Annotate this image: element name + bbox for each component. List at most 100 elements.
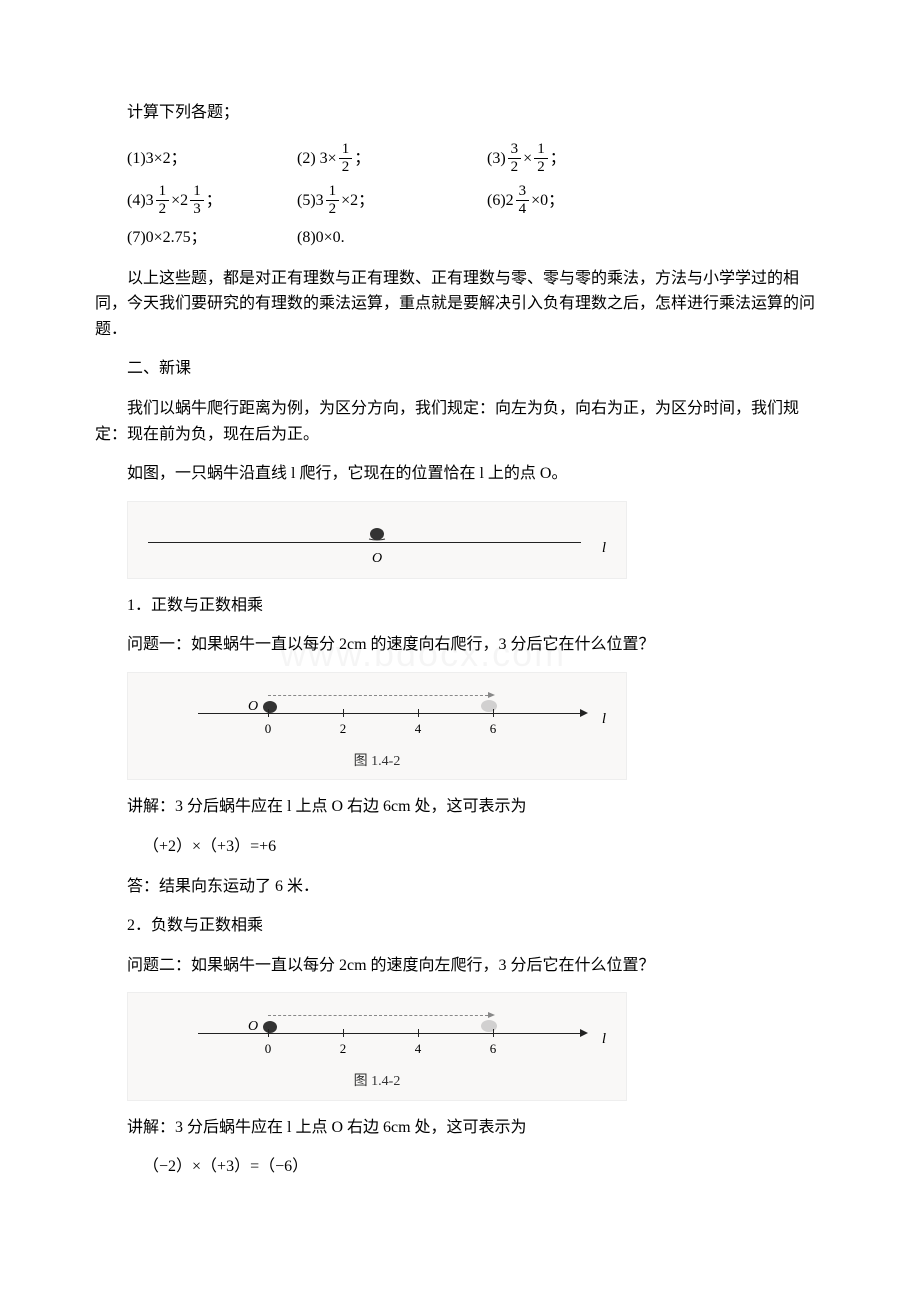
origin-o-label: O	[248, 696, 258, 718]
snail-icon	[367, 524, 387, 539]
para-figure-intro: 如图，一只蜗牛沿直线 l 爬行，它现在的位置恰在 l 上的点 O。	[95, 461, 825, 487]
problem-1-text: (1)3×2；	[127, 146, 187, 172]
axis-arrow-icon	[580, 1029, 588, 1037]
question-1: 问题一：如果蜗牛一直以每分 2cm 的速度向右爬行，3 分后它在什么位置？	[95, 632, 825, 658]
frac-den: 2	[339, 159, 353, 175]
explain-2: 讲解：3 分后蜗牛应在 l 上点 O 右边 6cm 处，这可表示为	[95, 1115, 825, 1141]
tick-label-4: 4	[415, 1039, 422, 1060]
frac-num: 3	[516, 184, 530, 201]
tick-label-6: 6	[490, 1039, 497, 1060]
frac-den: 2	[156, 201, 170, 217]
semicolon: ；	[550, 146, 566, 172]
problem-6-suffix: ×0；	[531, 188, 564, 214]
motion-dash	[268, 695, 488, 696]
figure-1: O l	[127, 501, 627, 579]
tick	[493, 709, 494, 717]
problem-4: (4)3 1 2 ×2 1 3 ；	[127, 184, 297, 217]
problem-row-3: (7)0×2.75； (8)0×0.	[95, 224, 825, 252]
problem-3: (3) 3 2 × 1 2 ；	[487, 142, 637, 175]
tick-label-2: 2	[340, 719, 347, 740]
frac-den: 2	[326, 201, 340, 217]
equation-2: （−2）×（+3）=（−6）	[95, 1154, 825, 1180]
frac-num: 1	[534, 142, 548, 159]
problem-3-frac2: 1 2	[534, 142, 548, 175]
snail-ghost-icon	[478, 1016, 500, 1032]
problem-2: (2) 3× 1 2 ；	[297, 142, 487, 175]
explain-1: 讲解：3 分后蜗牛应在 l 上点 O 右边 6cm 处，这可表示为	[95, 794, 825, 820]
problem-6-frac: 3 4	[516, 184, 530, 217]
problem-7-text: (7)0×2.75；	[127, 225, 207, 251]
problem-row-2: (4)3 1 2 ×2 1 3 ； (5)3 1 2 ×2； (6)2 3	[95, 182, 825, 220]
problem-6-prefix: (6)2	[487, 188, 514, 214]
para-snail-intro: 我们以蜗牛爬行距离为例，为区分方向，我们规定：向左为负，向右为正，为区分时间，我…	[95, 396, 825, 447]
snail-icon	[260, 697, 280, 712]
para-explanation: 以上这些题，都是对正有理数与正有理数、正有理数与零、零与零的乘法，方法与小学学过…	[95, 266, 825, 343]
tick	[418, 709, 419, 717]
frac-num: 1	[339, 142, 353, 159]
tick-label-2: 2	[340, 1039, 347, 1060]
figure-2: l O 0 2 4 6 图 1.4-2	[127, 672, 627, 780]
snail-icon	[260, 1017, 280, 1032]
problem-8-text: (8)0×0.	[297, 225, 345, 251]
frac-den: 2	[534, 159, 548, 175]
tick	[493, 1029, 494, 1037]
document-content: www.bdocx.com 计算下列各题； (1)3×2； (2) 3× 1 2…	[95, 100, 825, 1180]
frac-den: 3	[190, 201, 204, 217]
problem-7: (7)0×2.75；	[127, 225, 297, 251]
tick-label-0: 0	[265, 1039, 272, 1060]
tick	[343, 1029, 344, 1037]
figure-caption: 图 1.4-2	[148, 751, 606, 773]
heading-negative-positive: 2．负数与正数相乘	[95, 913, 825, 939]
problem-1: (1)3×2；	[127, 146, 297, 172]
frac-num: 1	[190, 184, 204, 201]
tick	[343, 709, 344, 717]
problem-5: (5)3 1 2 ×2；	[297, 184, 487, 217]
tick	[268, 1029, 269, 1037]
frac-num: 1	[156, 184, 170, 201]
problem-4-frac2: 1 3	[190, 184, 204, 217]
number-line-1: O l	[148, 522, 606, 568]
equation-1: （+2）×（+3）=+6	[95, 834, 825, 860]
tick-label-6: 6	[490, 719, 497, 740]
intro-line: 计算下列各题；	[95, 100, 825, 126]
tick	[418, 1029, 419, 1037]
problem-5-prefix: (5)3	[297, 188, 324, 214]
problem-5-suffix: ×2；	[341, 188, 374, 214]
problem-6: (6)2 3 4 ×0；	[487, 184, 637, 217]
question-2: 问题二：如果蜗牛一直以每分 2cm 的速度向左爬行，3 分后它在什么位置？	[95, 953, 825, 979]
axis-label-l: l	[602, 536, 606, 560]
number-line-3: l O 0 2 4 6	[148, 1013, 606, 1063]
section-heading-2: 二、新课	[95, 356, 825, 382]
problem-5-frac: 1 2	[326, 184, 340, 217]
frac-num: 1	[326, 184, 340, 201]
frac-num: 3	[508, 142, 522, 159]
problem-4-prefix: (4)3	[127, 188, 154, 214]
problem-3-mid: ×	[523, 146, 532, 172]
figure-caption: 图 1.4-2	[148, 1071, 606, 1093]
problem-8: (8)0×0.	[297, 225, 487, 251]
problem-3-frac1: 3 2	[508, 142, 522, 175]
figure-3: l O 0 2 4 6 图 1.4-2	[127, 992, 627, 1100]
problem-4-mid: ×2	[171, 188, 188, 214]
tick-label-4: 4	[415, 719, 422, 740]
axis-label-l: l	[602, 1027, 606, 1051]
axis-arrow-icon	[580, 709, 588, 717]
origin-label: O	[372, 548, 382, 570]
axis-line	[148, 542, 581, 543]
frac-den: 2	[508, 159, 522, 175]
heading-positive-positive: 1．正数与正数相乘	[95, 593, 825, 619]
semicolon: ；	[206, 188, 222, 214]
semicolon: ；	[354, 146, 370, 172]
tick	[268, 709, 269, 717]
snail-ghost-icon	[478, 696, 500, 712]
problem-2-frac: 1 2	[339, 142, 353, 175]
axis-label-l: l	[602, 707, 606, 731]
origin-o-label: O	[248, 1016, 258, 1038]
frac-den: 4	[516, 201, 530, 217]
motion-dash	[268, 1015, 488, 1016]
problem-3-prefix: (3)	[487, 146, 506, 172]
number-line-2: l O 0 2 4 6	[148, 693, 606, 743]
answer-1: 答：结果向东运动了 6 米．	[95, 874, 825, 900]
problem-2-prefix: (2) 3×	[297, 146, 337, 172]
problem-4-frac1: 1 2	[156, 184, 170, 217]
